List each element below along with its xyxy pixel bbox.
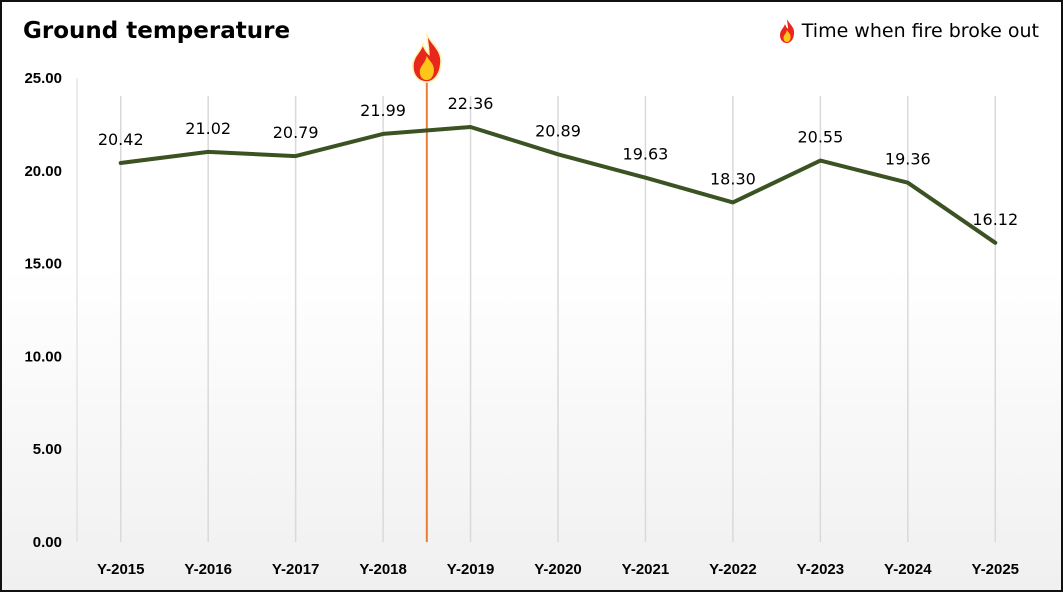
data-label: 22.36 [448,94,494,113]
y-tick-label: 20.00 [24,163,62,180]
data-label: 19.63 [623,145,669,164]
data-label: 20.55 [797,128,843,147]
data-label: 19.36 [885,150,931,169]
x-tick-label: Y-2024 [884,561,932,578]
legend: Time when fire broke out [778,18,1039,44]
y-tick-label: 15.00 [24,256,62,273]
x-tick-label: Y-2019 [447,561,495,578]
x-tick-label: Y-2018 [359,561,407,578]
y-tick-label: 0.00 [33,534,62,551]
y-tick-label: 10.00 [24,348,62,365]
x-tick-label: Y-2016 [184,561,232,578]
x-tick-label: Y-2020 [534,561,582,578]
data-label: 18.30 [710,169,756,188]
x-tick-label: Y-2017 [272,561,320,578]
legend-label: Time when fire broke out [801,20,1039,42]
data-label: 21.99 [360,101,406,120]
y-tick-label: 5.00 [33,441,62,458]
chart-title: Ground temperature [23,18,291,44]
fire-icon [779,19,794,43]
x-tick-label: Y-2025 [971,561,1019,578]
data-label: 20.89 [535,121,581,140]
fire-marker-icon [412,33,442,83]
x-tick-label: Y-2021 [622,561,670,578]
data-label: 21.02 [185,119,231,138]
data-label: 20.79 [273,123,319,142]
series-line [118,125,998,245]
x-tick-label: Y-2015 [97,561,145,578]
x-tick-label: Y-2022 [709,561,757,578]
x-tick-label: Y-2023 [797,561,845,578]
data-label: 16.12 [972,210,1018,229]
y-tick-label: 25.00 [24,70,62,87]
data-label: 20.42 [98,130,144,149]
